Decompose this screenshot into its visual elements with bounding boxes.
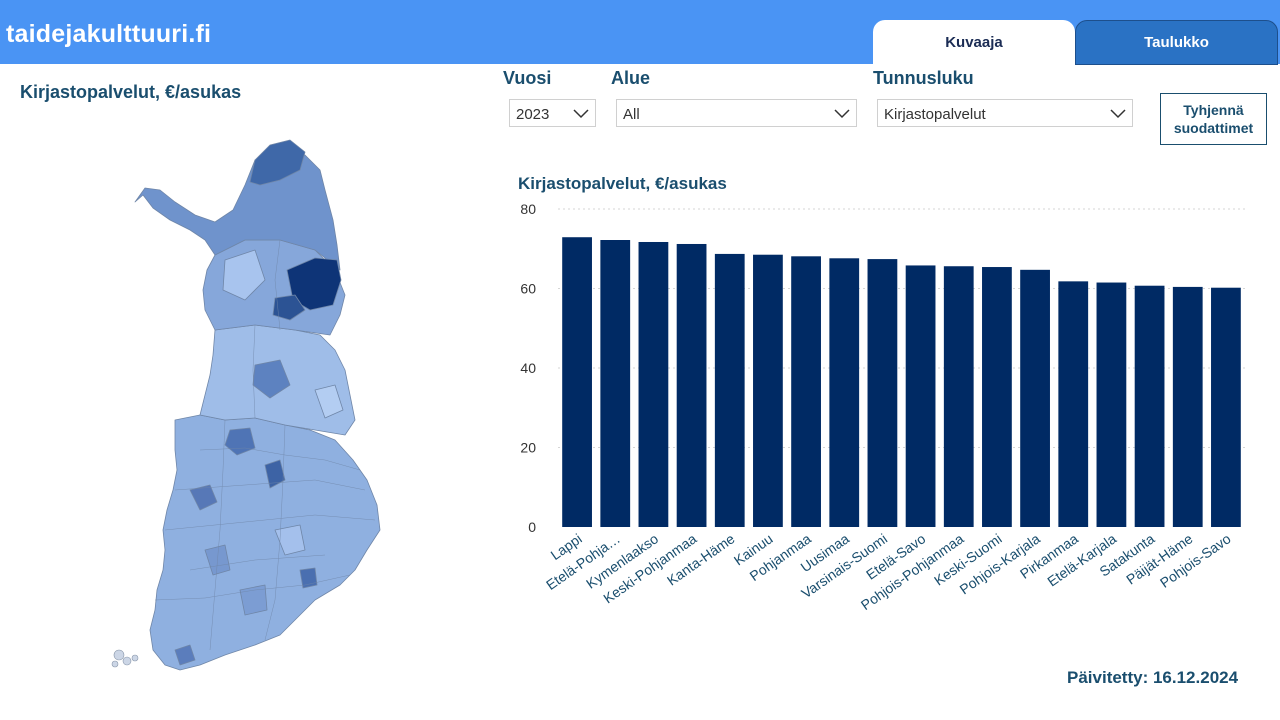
metric-dropdown-value: Kirjastopalvelut: [884, 106, 986, 123]
bar[interactable]: [600, 240, 631, 527]
filter-year-label: Vuosi: [503, 68, 552, 88]
y-tick-label: 20: [520, 440, 536, 456]
chart-title: Kirjastopalvelut, €/asukas: [518, 174, 727, 193]
filter-region-label: Alue: [611, 68, 651, 88]
site-title[interactable]: taidejakulttuuri.fi: [6, 20, 212, 48]
bar[interactable]: [714, 253, 745, 528]
updated-date: Päivitetty: 16.12.2024: [1067, 668, 1239, 687]
map-title: Kirjastopalvelut, €/asukas: [20, 82, 242, 102]
bar[interactable]: [676, 243, 707, 528]
header-bar: taidejakulttuuri.fi Kuvaaja Taulukko: [0, 0, 1280, 65]
bar[interactable]: [1020, 269, 1050, 527]
region-dropdown[interactable]: All: [616, 99, 857, 127]
y-tick-label: 40: [520, 360, 536, 376]
chevron-down-icon: [1110, 109, 1126, 119]
finland-choropleth-map[interactable]: [105, 130, 385, 680]
tab-kuvaaja[interactable]: Kuvaaja: [873, 20, 1075, 65]
y-tick-label: 60: [520, 281, 536, 297]
bar[interactable]: [638, 241, 669, 527]
bar-chart: 020406080LappiEtelä-Pohja…KymenlaaksoKes…: [520, 201, 1245, 613]
chevron-down-icon: [573, 109, 589, 119]
bar[interactable]: [982, 267, 1012, 527]
metric-dropdown[interactable]: Kirjastopalvelut: [877, 99, 1133, 127]
filter-metric-label: Tunnusluku: [873, 68, 974, 88]
y-tick-label: 0: [528, 519, 536, 535]
clear-filters-button[interactable]: Tyhjennä suodattimet: [1160, 93, 1267, 145]
bar[interactable]: [1172, 286, 1203, 527]
tab-taulukko[interactable]: Taulukko: [1075, 20, 1278, 65]
bar[interactable]: [905, 265, 936, 527]
bar[interactable]: [562, 237, 592, 527]
bar[interactable]: [1058, 281, 1089, 527]
bar[interactable]: [829, 258, 860, 527]
clear-filters-label-line2: suodattimet: [1173, 120, 1254, 136]
chevron-down-icon: [834, 109, 850, 119]
bar[interactable]: [867, 259, 898, 527]
year-dropdown-value: 2023: [516, 106, 550, 123]
y-tick-label: 80: [520, 201, 536, 217]
region-dropdown-value: All: [623, 106, 640, 123]
bar[interactable]: [1134, 285, 1165, 527]
bar[interactable]: [753, 254, 783, 527]
bar[interactable]: [943, 266, 974, 527]
bar[interactable]: [1096, 282, 1127, 527]
year-dropdown[interactable]: 2023: [509, 99, 596, 127]
clear-filters-label-line1: Tyhjennä: [1183, 102, 1244, 118]
bar[interactable]: [1211, 287, 1241, 527]
bar[interactable]: [791, 256, 821, 527]
